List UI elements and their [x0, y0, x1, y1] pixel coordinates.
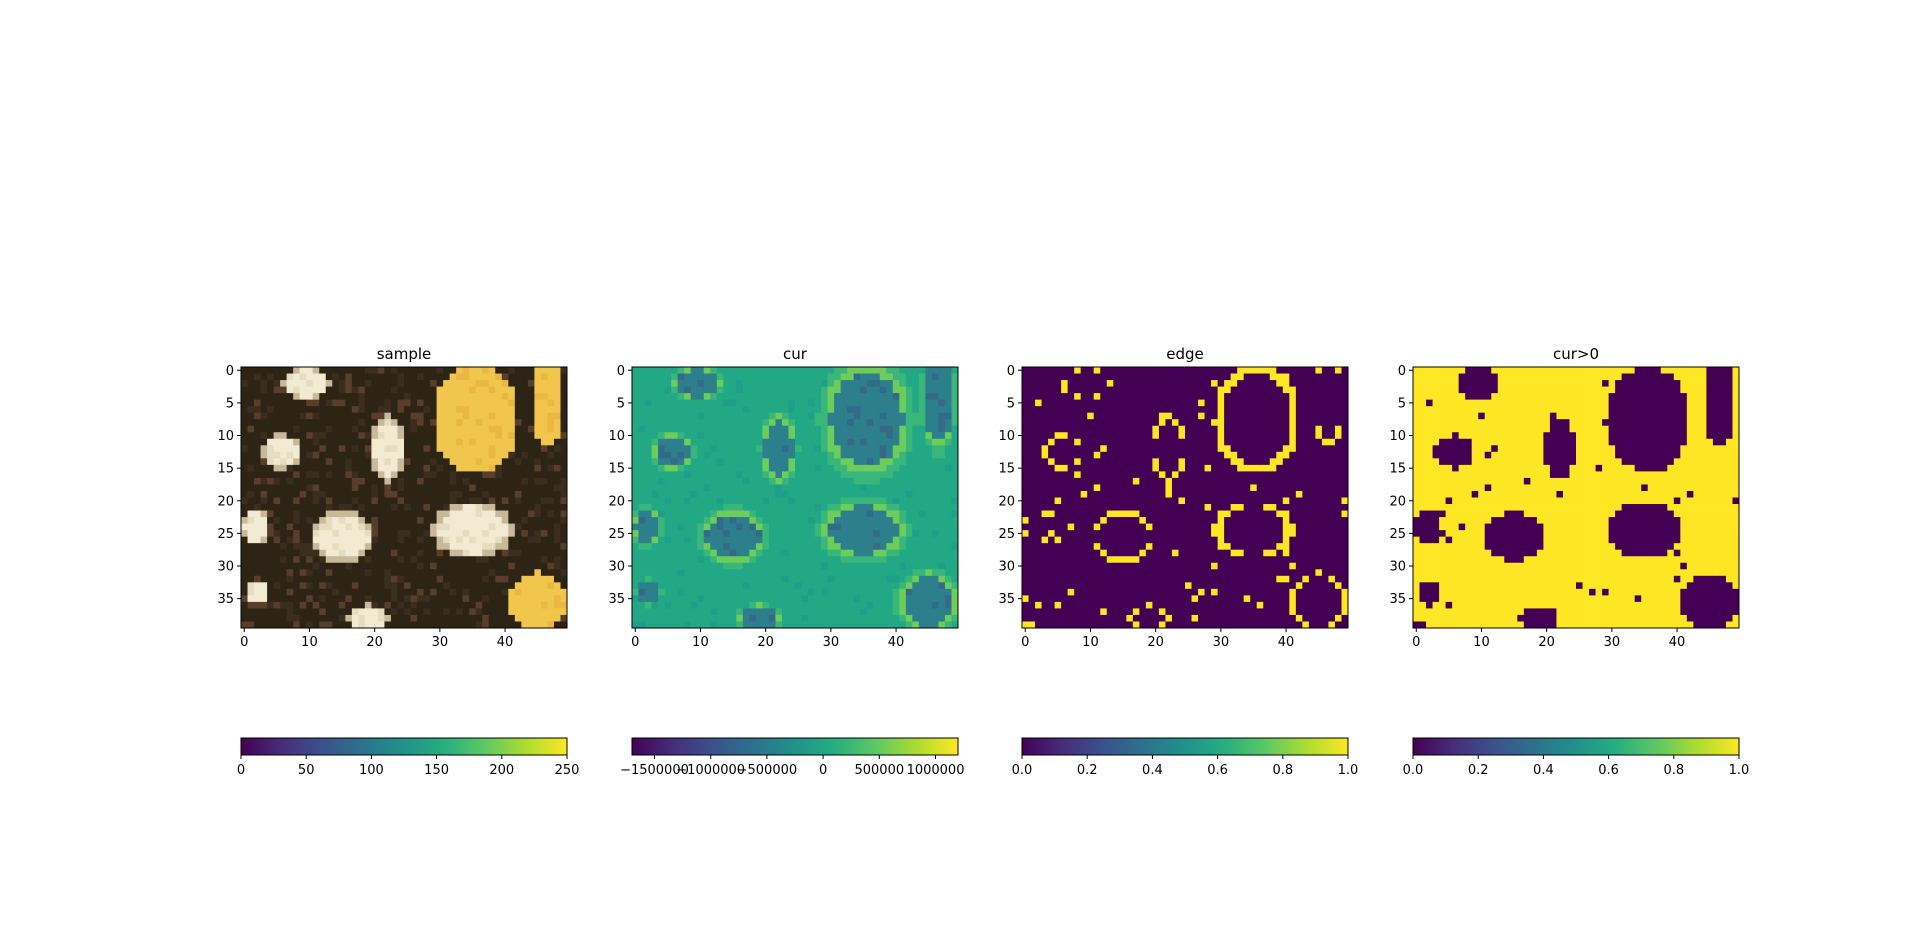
colorbar-tick-label: 1.0	[1338, 763, 1359, 778]
colorbar-tick-label: 0	[237, 763, 245, 778]
colorbar-tick-label: 0.8	[1663, 763, 1684, 778]
x-tick-label: 10	[1082, 635, 1099, 650]
y-tick-label: 20	[217, 494, 234, 509]
y-tick-label: 30	[1389, 560, 1406, 575]
colorbar-tick-label: 0.2	[1468, 763, 1489, 778]
y-tick-label: 0	[226, 364, 234, 379]
y-tick-label: 30	[217, 560, 234, 575]
colorbar-tick-label: 0.2	[1077, 763, 1098, 778]
x-tick-label: 20	[1147, 635, 1164, 650]
colorbar-tick-label: −500000	[737, 763, 798, 778]
subplot-title: cur>0	[1553, 345, 1599, 363]
y-tick-label: 10	[217, 429, 234, 444]
subplot-title: cur	[783, 345, 808, 363]
colorbar-tick-label: 100	[359, 763, 384, 778]
colorbar-tick-label: 0	[819, 763, 827, 778]
y-tick-label: 20	[608, 494, 625, 509]
y-tick-label: 5	[1007, 396, 1015, 411]
colorbar-gradient	[241, 738, 567, 755]
x-tick-label: 0	[631, 635, 639, 650]
y-tick-label: 35	[998, 592, 1015, 607]
y-tick-label: 25	[217, 527, 234, 542]
x-tick-label: 30	[432, 635, 449, 650]
x-tick-label: 30	[1604, 635, 1621, 650]
colorbar-tick-label: 0.0	[1403, 763, 1424, 778]
heatmap-image	[241, 367, 567, 628]
colorbar-tick-label: 1.0	[1729, 763, 1750, 778]
colorbar-tick-label: 0.4	[1533, 763, 1554, 778]
colorbar-tick-label: 50	[298, 763, 315, 778]
x-tick-label: 20	[366, 635, 383, 650]
colorbar-gradient	[1413, 738, 1739, 755]
colorbar-tick-label: 0.6	[1598, 763, 1619, 778]
x-tick-label: 30	[1213, 635, 1230, 650]
colorbar-tick-label: 200	[489, 763, 514, 778]
x-tick-label: 10	[692, 635, 709, 650]
colorbar: 0 50 100 150 200 250	[237, 738, 580, 778]
colorbar-tick-label: 0.4	[1142, 763, 1163, 778]
y-tick-label: 5	[1398, 396, 1406, 411]
x-tick-label: 20	[1538, 635, 1555, 650]
subplot-4: cur>0 0 10 20 30 40 0 5 10 15 20 25 30 35 0.0 0.2 0.4 0.6…	[1389, 345, 1749, 778]
y-tick-label: 0	[1007, 364, 1015, 379]
colorbar-tick-label: 0.8	[1272, 763, 1293, 778]
colorbar-gradient	[1022, 738, 1348, 755]
x-tick-label: 20	[757, 635, 774, 650]
x-tick-label: 0	[1021, 635, 1029, 650]
subplot-title: sample	[377, 345, 432, 363]
colorbar: 0.0 0.2 0.4 0.6 0.8 1.0	[1012, 738, 1359, 778]
y-tick-label: 10	[1389, 429, 1406, 444]
x-tick-label: 40	[497, 635, 514, 650]
y-tick-label: 25	[998, 527, 1015, 542]
colorbar-gradient	[632, 738, 958, 755]
x-tick-label: 40	[1278, 635, 1295, 650]
y-tick-label: 15	[1389, 462, 1406, 477]
y-tick-label: 10	[998, 429, 1015, 444]
y-tick-label: 35	[1389, 592, 1406, 607]
y-tick-label: 30	[998, 560, 1015, 575]
y-tick-label: 5	[226, 396, 234, 411]
y-tick-label: 20	[1389, 494, 1406, 509]
y-tick-label: 10	[608, 429, 625, 444]
x-tick-label: 10	[301, 635, 318, 650]
colorbar-tick-label: −1000000	[676, 763, 745, 778]
heatmap-image	[1022, 367, 1348, 628]
colorbar-tick-label: 1000000	[907, 763, 965, 778]
y-tick-label: 30	[608, 560, 625, 575]
subplot-1: sample 0 10 20 30 40 0 5 10 15 20 25 30 35 0 50 100 150 20…	[217, 345, 579, 778]
x-tick-label: 0	[240, 635, 248, 650]
x-tick-label: 10	[1473, 635, 1490, 650]
y-tick-label: 15	[217, 462, 234, 477]
colorbar-tick-label: 0.0	[1012, 763, 1033, 778]
y-tick-label: 35	[608, 592, 625, 607]
y-tick-label: 35	[217, 592, 234, 607]
heatmap-image	[632, 367, 958, 628]
colorbar: 0.0 0.2 0.4 0.6 0.8 1.0	[1403, 738, 1750, 778]
x-tick-label: 30	[823, 635, 840, 650]
colorbar-tick-label: 0.6	[1207, 763, 1228, 778]
x-tick-label: 40	[1669, 635, 1686, 650]
y-tick-label: 15	[608, 462, 625, 477]
y-tick-label: 0	[1398, 364, 1406, 379]
y-tick-label: 25	[608, 527, 625, 542]
colorbar-tick-label: 150	[424, 763, 449, 778]
y-tick-label: 20	[998, 494, 1015, 509]
y-tick-label: 15	[998, 462, 1015, 477]
x-tick-label: 40	[888, 635, 905, 650]
y-tick-label: 0	[617, 364, 625, 379]
y-tick-label: 25	[1389, 527, 1406, 542]
subplot-title: edge	[1166, 345, 1204, 363]
heatmap-image	[1413, 367, 1739, 628]
colorbar-tick-label: 500000	[854, 763, 904, 778]
colorbar-tick-label: 250	[555, 763, 580, 778]
x-tick-label: 0	[1412, 635, 1420, 650]
y-tick-label: 5	[617, 396, 625, 411]
